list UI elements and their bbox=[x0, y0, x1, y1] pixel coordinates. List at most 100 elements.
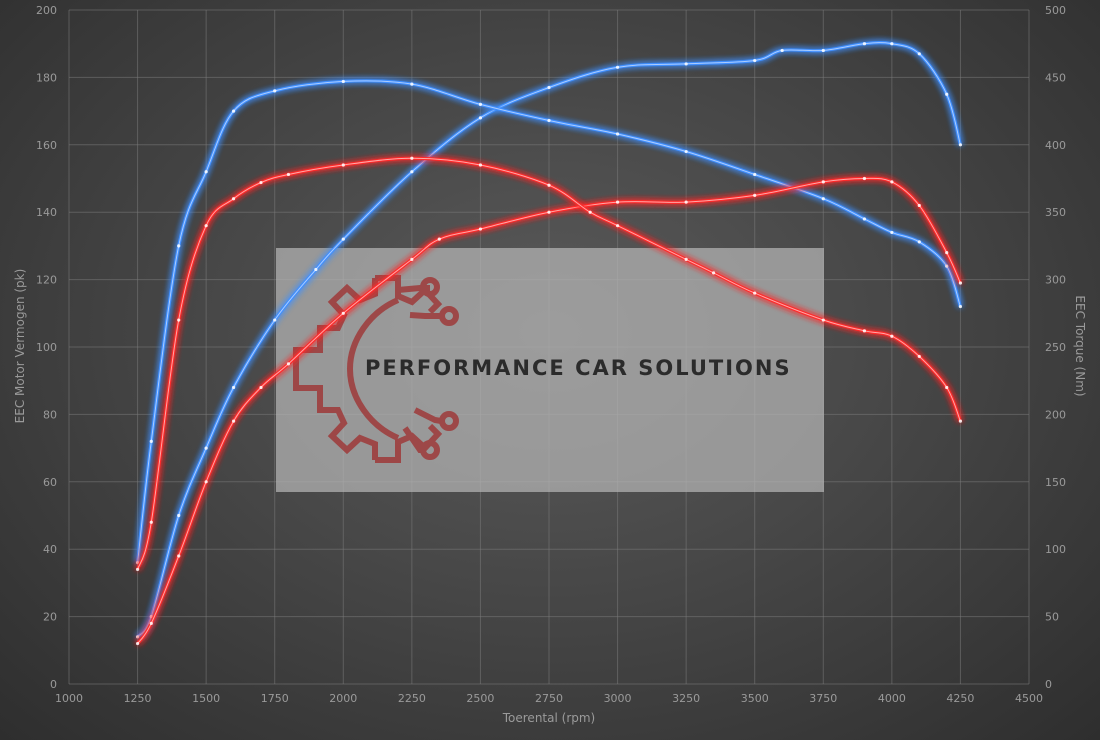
x-tick-label: 2500 bbox=[466, 692, 494, 705]
data-point bbox=[821, 318, 825, 322]
data-point bbox=[945, 92, 949, 96]
data-point bbox=[177, 244, 181, 248]
grid-lines bbox=[68, 9, 1030, 685]
right-axis-label: EEC Torque (Nm) bbox=[1073, 295, 1087, 396]
data-point bbox=[945, 251, 949, 255]
right-tick-label: 500 bbox=[1045, 4, 1066, 17]
data-point bbox=[341, 237, 345, 241]
left-tick-label: 0 bbox=[50, 678, 57, 691]
right-tick-label: 100 bbox=[1045, 543, 1066, 556]
left-tick-label: 20 bbox=[43, 611, 57, 624]
data-point bbox=[135, 567, 140, 572]
data-point bbox=[478, 102, 483, 106]
data-point bbox=[204, 480, 208, 484]
data-point bbox=[588, 210, 592, 214]
x-tick-label: 3250 bbox=[672, 692, 700, 705]
right-tick-label: 250 bbox=[1045, 341, 1066, 354]
right-tick-label: 450 bbox=[1045, 71, 1066, 84]
data-point bbox=[177, 513, 181, 518]
data-point bbox=[615, 132, 620, 136]
data-point bbox=[547, 183, 551, 187]
data-point bbox=[135, 635, 140, 639]
data-point bbox=[711, 271, 716, 275]
data-point bbox=[273, 89, 277, 93]
data-point bbox=[478, 227, 483, 231]
series-line-highlight bbox=[137, 42, 961, 638]
data-point bbox=[149, 615, 153, 619]
data-point bbox=[135, 641, 140, 646]
data-point bbox=[204, 170, 208, 174]
data-point bbox=[615, 224, 620, 228]
data-point bbox=[204, 446, 208, 450]
left-tick-label: 160 bbox=[36, 139, 57, 152]
watermark-panel bbox=[276, 248, 824, 492]
right-tick-label: 50 bbox=[1045, 611, 1059, 624]
data-point bbox=[547, 118, 551, 123]
right-tick-label: 400 bbox=[1045, 139, 1066, 152]
data-point bbox=[149, 439, 153, 443]
x-tick-label: 1750 bbox=[261, 692, 289, 705]
data-point bbox=[917, 52, 921, 56]
data-point bbox=[821, 180, 825, 184]
watermark-text: PERFORMANCE CAR SOLUTIONS bbox=[365, 356, 792, 380]
blue-torque-series bbox=[135, 79, 963, 565]
data-point bbox=[410, 257, 414, 261]
data-point bbox=[821, 197, 825, 201]
data-point bbox=[753, 58, 757, 63]
right-tick-label: 350 bbox=[1045, 206, 1066, 219]
data-point bbox=[149, 520, 153, 524]
x-tick-label: 4250 bbox=[946, 692, 974, 705]
data-point bbox=[753, 193, 757, 197]
data-point bbox=[410, 170, 414, 174]
left-tick-label: 100 bbox=[36, 341, 57, 354]
left-tick-label: 120 bbox=[36, 274, 57, 287]
right-tick-label: 300 bbox=[1045, 274, 1066, 287]
x-tick-label: 2750 bbox=[535, 692, 563, 705]
series-line-highlight bbox=[137, 80, 961, 563]
left-axis-ticks: 0 20 40 60 80 100 120 140 160 180 200 bbox=[36, 4, 57, 691]
data-point bbox=[917, 354, 921, 359]
data-point bbox=[341, 311, 345, 315]
red-power-series bbox=[135, 176, 963, 646]
data-point bbox=[890, 180, 894, 184]
data-point bbox=[286, 362, 291, 366]
left-tick-label: 80 bbox=[43, 408, 57, 421]
data-point bbox=[177, 554, 181, 558]
data-point bbox=[862, 42, 867, 46]
gear-circuit-logo bbox=[293, 275, 459, 463]
data-point bbox=[684, 62, 688, 66]
data-point bbox=[917, 203, 921, 208]
left-tick-label: 180 bbox=[36, 71, 57, 84]
data-point bbox=[890, 42, 894, 46]
data-point bbox=[231, 109, 236, 113]
data-point bbox=[437, 237, 441, 241]
left-tick-label: 140 bbox=[36, 206, 57, 219]
data-point bbox=[478, 163, 483, 167]
data-point bbox=[231, 197, 236, 201]
x-tick-label: 3000 bbox=[604, 692, 632, 705]
data-point bbox=[917, 240, 921, 244]
data-point bbox=[410, 156, 414, 160]
right-axis-ticks: 0 50 100 150 200 250 300 350 400 450 500 bbox=[1045, 4, 1066, 691]
x-axis-ticks: 1000 1250 1500 1750 2000 2250 2500 2750 3000 3250… bbox=[55, 692, 1043, 705]
data-point bbox=[177, 318, 181, 322]
x-tick-label: 1500 bbox=[192, 692, 220, 705]
data-point bbox=[684, 257, 688, 261]
data-point bbox=[821, 48, 825, 53]
x-tick-label: 4500 bbox=[1015, 692, 1043, 705]
x-tick-label: 4000 bbox=[878, 692, 906, 705]
series-group bbox=[135, 41, 963, 646]
x-tick-label: 2000 bbox=[329, 692, 357, 705]
watermark: PERFORMANCE CAR SOLUTIONS bbox=[276, 248, 824, 492]
data-point bbox=[314, 267, 318, 272]
x-tick-label: 1250 bbox=[124, 692, 152, 705]
data-point bbox=[259, 180, 263, 185]
data-point bbox=[341, 79, 345, 84]
data-point bbox=[341, 163, 345, 167]
data-point bbox=[958, 143, 963, 147]
data-point bbox=[615, 65, 620, 69]
data-point bbox=[259, 385, 263, 390]
data-point bbox=[945, 385, 949, 390]
left-axis-label: EEC Motor Vermogen (pk) bbox=[13, 269, 27, 424]
data-point bbox=[862, 176, 867, 181]
